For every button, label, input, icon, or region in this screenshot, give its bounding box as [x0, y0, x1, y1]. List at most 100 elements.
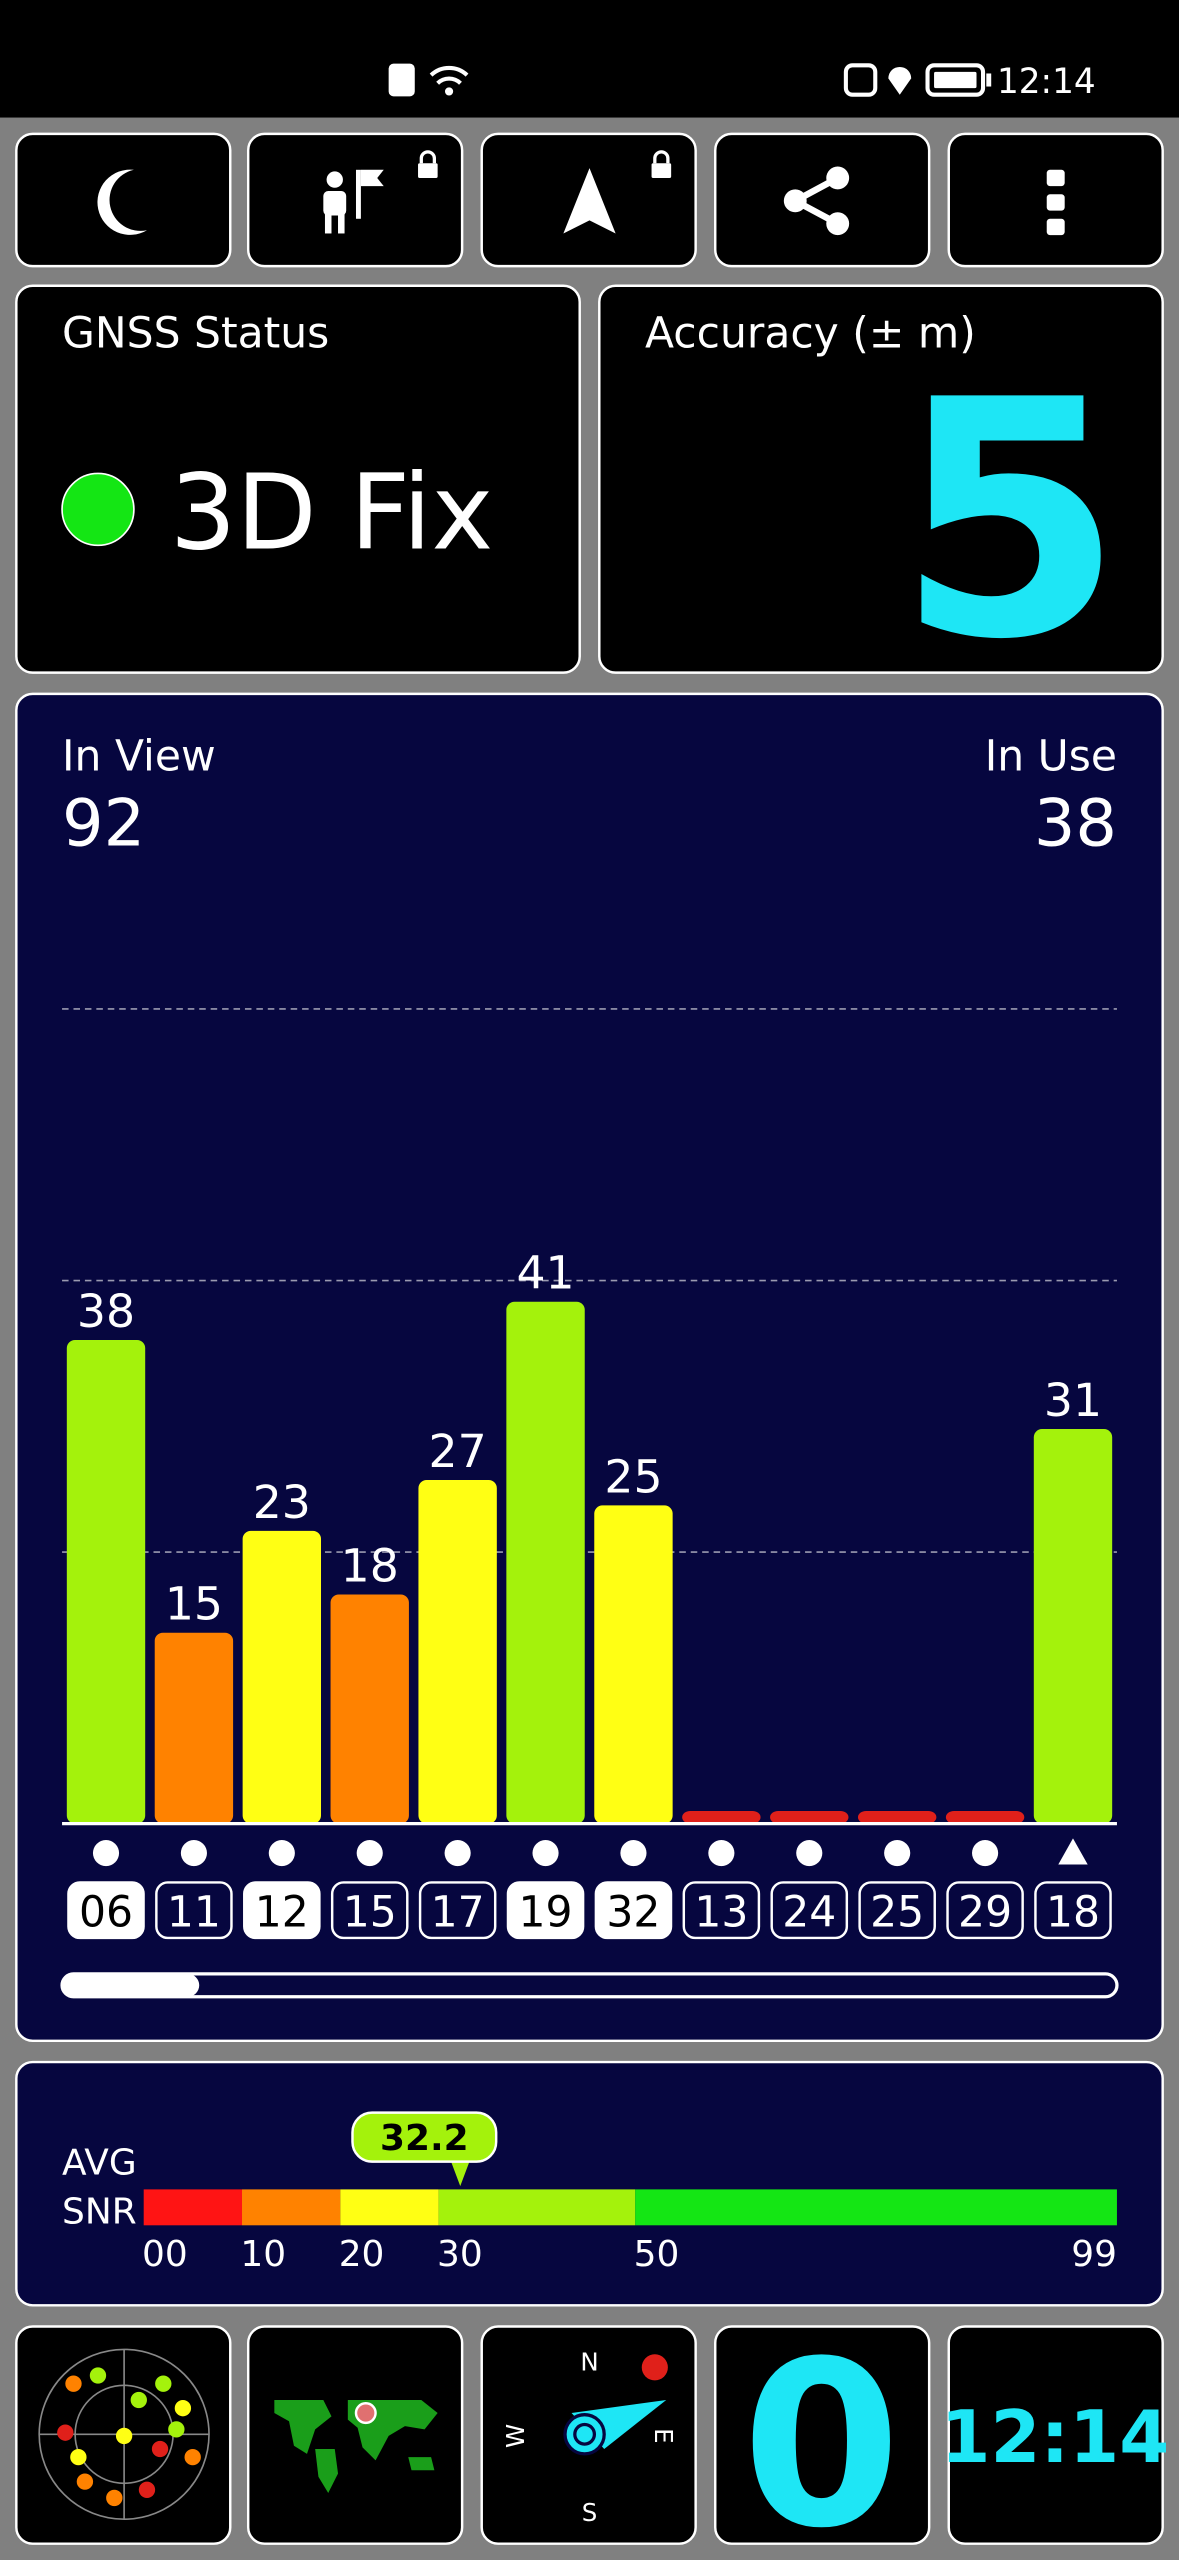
gnss-status-value: 3D Fix — [170, 452, 494, 574]
toolbar-icons — [97, 150, 1065, 236]
bar-value-label: 41 — [516, 1247, 574, 1300]
prn-badge — [946, 1881, 1024, 1940]
gnss-status-card — [15, 284, 581, 674]
snr-band — [242, 2189, 341, 2226]
compass-north: N — [580, 2348, 598, 2377]
in-use-label: In Use — [985, 733, 1117, 782]
bar — [682, 1810, 761, 1824]
constellation-marker — [356, 1840, 383, 1867]
compass-west: W — [501, 2424, 530, 2448]
bar — [242, 1530, 322, 1824]
guide-button[interactable] — [246, 132, 464, 268]
bar-value-label: 27 — [429, 1425, 487, 1478]
compass-south: S — [582, 2498, 598, 2527]
prn-label: 06 — [79, 1889, 133, 1938]
snr-band — [635, 2189, 1117, 2226]
bar — [770, 1810, 849, 1824]
constellation-marker — [92, 1840, 120, 1867]
bar-value-label: 15 — [165, 1578, 223, 1631]
bar — [594, 1505, 673, 1824]
satellites-card — [15, 692, 1164, 2043]
clock-tile[interactable] — [947, 2325, 1164, 2545]
accuracy-label: Accuracy (± m) — [645, 310, 976, 359]
constellation-marker — [180, 1840, 207, 1867]
status-icons — [388, 63, 992, 97]
speed-tile[interactable] — [714, 2325, 931, 2545]
prn-badge — [682, 1881, 761, 1940]
fix-indicator — [61, 472, 135, 547]
constellation-marker — [708, 1840, 735, 1867]
constellation-marker — [1058, 1838, 1088, 1865]
bar-value-label: 31 — [1044, 1374, 1102, 1427]
prn-badge — [330, 1881, 409, 1940]
snr-band — [340, 2189, 439, 2226]
prn-label: 13 — [694, 1889, 748, 1938]
prn-label: 15 — [343, 1889, 397, 1938]
share-button[interactable] — [714, 132, 931, 268]
bar-value-label: 38 — [77, 1285, 135, 1338]
prn-badge-used — [67, 1881, 145, 1940]
prn-label: 24 — [782, 1889, 836, 1938]
in-view-label: In View — [62, 733, 216, 782]
constellation-marker — [796, 1840, 823, 1867]
constellation-marker — [972, 1840, 999, 1867]
scrollbar-thumb[interactable] — [62, 1973, 200, 1997]
map-tile[interactable] — [246, 2325, 464, 2545]
snr-gauge: 00 10 20 30 50 99 32.2 — [142, 2111, 1117, 2275]
prn-badge — [770, 1881, 849, 1940]
compass-east: E — [649, 2428, 678, 2443]
world-map-icon — [274, 2400, 438, 2494]
constellation-marker — [884, 1840, 911, 1867]
status-bar — [0, 0, 1179, 118]
snr-tick-label: 50 — [634, 2234, 680, 2275]
prn-label: 19 — [519, 1889, 573, 1938]
gnss-status-label: GNSS Status — [62, 310, 329, 359]
in-use-value: 38 — [1034, 786, 1117, 862]
snr-tick-label: 20 — [339, 2234, 385, 2275]
snr-tick-label: 00 — [142, 2234, 188, 2275]
bar-value-label: 18 — [341, 1539, 399, 1592]
constellation-marker — [620, 1840, 647, 1867]
speed-value: 0 — [742, 2312, 901, 2560]
constellation-marker — [268, 1840, 295, 1867]
snr-average-value: 32.2 — [380, 2118, 469, 2159]
bar — [1033, 1429, 1113, 1824]
bar — [945, 1810, 1025, 1824]
prn-badge — [1034, 1881, 1112, 1940]
snr-card — [15, 2060, 1164, 2307]
bar-value-label: 25 — [604, 1450, 662, 1503]
snr-chart: 38 06 15 11 23 12 18 15 27 17 41 19 25 32 13 24 25 29 31 18 — [62, 1008, 1117, 1940]
snr-label-top: AVG — [62, 2143, 137, 2184]
prn-label: 11 — [167, 1889, 221, 1938]
accuracy-card — [598, 284, 1164, 674]
snr-average-marker — [424, 2160, 497, 2187]
bar — [857, 1810, 937, 1824]
snr-tick-label: 99 — [1071, 2234, 1117, 2275]
bar — [506, 1301, 585, 1824]
bar — [66, 1339, 146, 1824]
bar — [330, 1594, 409, 1824]
prn-badge — [155, 1881, 233, 1940]
prn-badge-used — [243, 1881, 321, 1940]
bar — [154, 1632, 234, 1824]
prn-badge-used — [594, 1881, 673, 1940]
snr-average-bubble — [351, 2111, 498, 2163]
prn-badge-used — [506, 1881, 585, 1940]
prn-label: 32 — [606, 1889, 660, 1938]
status-time: 12:14 — [997, 62, 1096, 102]
bar-value-label: 23 — [253, 1476, 311, 1529]
snr-band — [143, 2189, 243, 2226]
snr-label-bottom: SNR — [62, 2192, 137, 2233]
compass-icon — [563, 2354, 668, 2456]
night-mode-button[interactable] — [15, 132, 232, 268]
prn-label: 18 — [1046, 1889, 1100, 1938]
in-view-value: 92 — [62, 786, 145, 862]
prn-label: 29 — [958, 1889, 1012, 1938]
sky-plot-icon — [38, 2348, 210, 2520]
constellation-marker — [532, 1840, 559, 1867]
prn-badge — [418, 1881, 497, 1940]
snr-tick-label: 10 — [240, 2234, 286, 2275]
prn-badge — [858, 1881, 936, 1940]
